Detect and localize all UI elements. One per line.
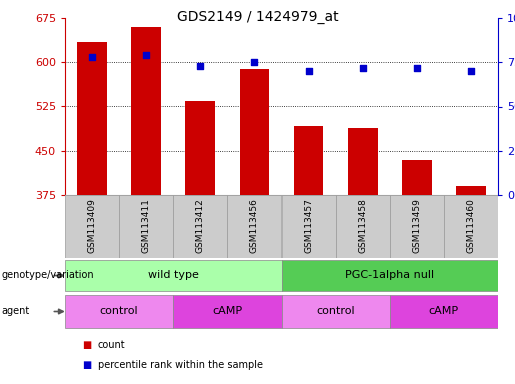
Bar [348,128,377,195]
Bar [77,41,107,195]
Bar [390,195,444,258]
Text: PGC-1alpha null: PGC-1alpha null [345,270,434,280]
Text: agent: agent [1,306,29,316]
Point [250,59,259,65]
Point [413,65,421,71]
Point [358,65,367,71]
Bar [390,295,498,328]
Bar [65,260,282,291]
Bar [282,195,336,258]
Bar [131,27,161,195]
Point [142,52,150,58]
Bar [228,195,282,258]
Bar [173,295,282,328]
Text: wild type: wild type [148,270,199,280]
Text: GSM113460: GSM113460 [467,198,475,253]
Bar [282,295,390,328]
Text: GSM113409: GSM113409 [88,198,97,253]
Text: genotype/variation: genotype/variation [1,270,94,280]
Point [88,54,96,60]
Text: cAMP: cAMP [212,306,243,316]
Text: control: control [316,306,355,316]
Text: ■: ■ [82,340,92,350]
Bar [402,160,432,195]
Bar [444,195,498,258]
Point [304,68,313,74]
Text: cAMP: cAMP [429,306,459,316]
Text: ■: ■ [82,359,92,369]
Text: GSM113459: GSM113459 [413,198,421,253]
Bar [239,70,269,195]
Bar [185,101,215,195]
Bar [65,195,119,258]
Text: GSM113412: GSM113412 [196,198,205,253]
Text: GSM113411: GSM113411 [142,198,151,253]
Text: GSM113457: GSM113457 [304,198,313,253]
Bar [294,126,323,195]
Text: GSM113456: GSM113456 [250,198,259,253]
Bar [119,195,173,258]
Bar [336,195,390,258]
Text: control: control [100,306,139,316]
Point [196,63,204,69]
Text: GDS2149 / 1424979_at: GDS2149 / 1424979_at [177,10,338,23]
Bar [456,186,486,195]
Text: percentile rank within the sample: percentile rank within the sample [98,359,263,369]
Text: count: count [98,340,126,350]
Text: GSM113458: GSM113458 [358,198,367,253]
Bar [65,295,173,328]
Bar [173,195,228,258]
Point [467,68,475,74]
Bar [282,260,498,291]
